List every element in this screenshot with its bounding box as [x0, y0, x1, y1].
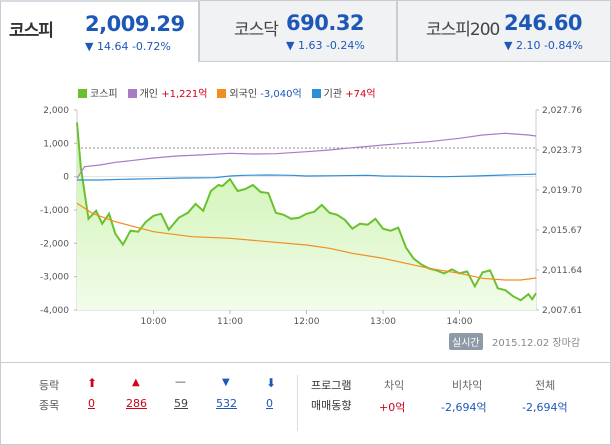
market-summary: 등락 종목 ⬆ 0 ▲ 286 — 59 ▼ 532 ⬇ 0 프로그램 매매동향…	[0, 362, 611, 445]
program-arbitrage-value: +0억	[379, 401, 406, 414]
left-tick-label: 2,000	[43, 106, 69, 116]
x-tick-label: 14:00	[447, 317, 473, 327]
legend-item-foreign: 외국인 -3,040억	[217, 85, 302, 100]
chart-legend: 코스피 개인 +1,221억 외국인 -3,040억 기관 +74억	[78, 85, 376, 100]
x-tick-label: 12:00	[294, 317, 320, 327]
left-tick-label: 1,000	[43, 139, 69, 149]
left-tick-label: -1,000	[40, 206, 69, 216]
legend-label-kospi: 코스피	[90, 89, 118, 100]
right-tick-label: 2,023.73	[542, 146, 582, 156]
flat-icon: —	[175, 375, 186, 388]
tab-kospi200-change: ▼ 2.10 -0.84%	[504, 39, 583, 52]
upper-limit-count[interactable]: 0	[88, 397, 95, 410]
summary-divider	[297, 375, 298, 431]
legend-swatch-individual	[127, 89, 137, 98]
tab-kosdaq-name: 코스닥	[234, 20, 279, 40]
breadth-label-1: 등락	[39, 379, 60, 392]
tab-kosdaq-change: ▼ 1.63 -0.24%	[286, 39, 365, 52]
right-tick-label: 2,011.64	[542, 266, 582, 276]
right-tick-label: 2,015.67	[542, 226, 582, 236]
legend-delta-individual: +1,221억	[161, 89, 208, 100]
left-tick-label: -4,000	[40, 306, 69, 316]
series-line-코스피	[76, 122, 537, 302]
index-tabs: 코스피 2,009.29 ▼ 14.64 -0.72% 코스닥 690.32 ▼…	[0, 0, 611, 62]
tab-kospi200-name: 코스피200	[426, 20, 500, 40]
series-area-코스피	[77, 122, 536, 310]
legend-label-institution: 기관	[323, 89, 343, 100]
upper-limit-icon: ⬆	[87, 376, 98, 390]
series-line-외국인	[76, 202, 537, 281]
right-tick-label: 2,019.70	[542, 186, 582, 196]
legend-swatch-institution	[311, 89, 321, 98]
up-count[interactable]: 286	[126, 397, 147, 410]
legend-swatch-foreign	[217, 89, 227, 98]
series-line-개인	[76, 132, 537, 179]
x-tick-label: 11:00	[217, 317, 243, 327]
program-total-label: 전체	[535, 379, 556, 392]
tab-kospi200-value: 246.60	[504, 11, 583, 35]
tab-kosdaq-value: 690.32	[286, 11, 365, 35]
x-tick-label: 13:00	[370, 317, 396, 327]
program-nonarbitrage-label: 비차익	[452, 379, 483, 392]
left-tick-label: -3,000	[40, 273, 69, 283]
breadth-label-2: 종목	[39, 399, 60, 412]
legend-item-kospi: 코스피	[78, 85, 118, 100]
legend-swatch-kospi	[78, 89, 87, 98]
up-icon: ▲	[132, 377, 140, 388]
tab-kospi[interactable]: 코스피 2,009.29 ▼ 14.64 -0.72%	[0, 0, 199, 62]
program-total-value: -2,694억	[522, 401, 568, 414]
right-tick-label: 2,027.76	[542, 106, 582, 116]
flat-count[interactable]: 59	[174, 397, 188, 410]
program-label-1: 프로그램	[311, 379, 352, 392]
chart-datetime: 2015.12.02 장마감	[492, 338, 581, 349]
legend-label-foreign: 외국인	[229, 89, 258, 100]
down-icon: ▼	[222, 377, 230, 388]
legend-delta-institution: +74억	[345, 89, 376, 100]
program-label-2: 매매동향	[311, 399, 352, 412]
lower-limit-icon: ⬇	[266, 376, 277, 390]
tab-kospi-name: 코스피	[9, 21, 54, 41]
tab-kospi-value: 2,009.29	[85, 12, 185, 36]
series-line-기관	[77, 173, 537, 181]
legend-item-institution: 기관 +74억	[311, 85, 376, 100]
legend-delta-foreign: -3,040억	[260, 89, 302, 100]
tab-kospi200[interactable]: 코스피200 246.60 ▼ 2.10 -0.84%	[397, 0, 611, 62]
tab-kosdaq[interactable]: 코스닥 690.32 ▼ 1.63 -0.24%	[199, 0, 397, 62]
program-arbitrage-label: 차익	[384, 379, 405, 392]
down-count[interactable]: 532	[216, 397, 237, 410]
left-tick-label: -2,000	[40, 239, 69, 249]
legend-item-individual: 개인 +1,221억	[127, 85, 208, 100]
realtime-badge[interactable]: 실시간	[449, 333, 483, 350]
tab-kospi-change: ▼ 14.64 -0.72%	[85, 40, 171, 53]
x-tick-label: 10:00	[141, 317, 167, 327]
lower-limit-count[interactable]: 0	[266, 397, 273, 410]
left-tick-label: 0	[63, 173, 69, 183]
legend-label-individual: 개인	[139, 89, 159, 100]
intraday-chart: 2,000 1,000 0 -1,000 -2,000 -3,000 -4,000 2,027…	[40, 106, 582, 327]
right-tick-label: 2,007.61	[542, 306, 582, 316]
program-nonarbitrage-value: -2,694억	[441, 401, 487, 414]
